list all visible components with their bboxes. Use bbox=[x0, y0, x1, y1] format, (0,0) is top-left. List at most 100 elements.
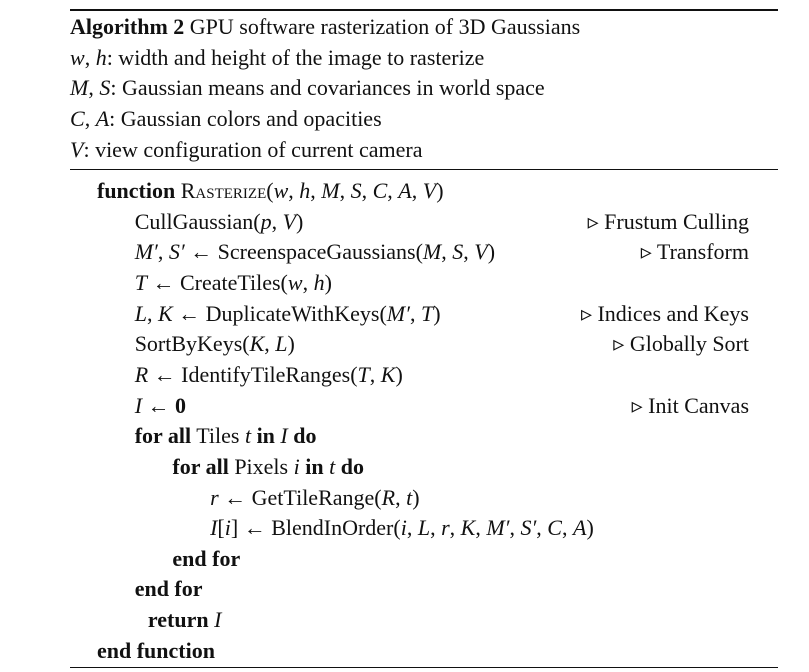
line-text: T ← CreateTiles(w, h) bbox=[135, 267, 332, 298]
text-fragment: , bbox=[84, 106, 96, 132]
math-variable: V bbox=[282, 208, 297, 234]
line-text: for all Tiles t in I do bbox=[135, 420, 317, 451]
text-fragment: ) bbox=[487, 239, 496, 265]
line-text: r ← GetTileRange(R, t) bbox=[210, 482, 419, 513]
algorithm-line: I ← 0 ▹ Init Canvas bbox=[0, 390, 809, 421]
math-variable: T bbox=[420, 300, 434, 326]
algorithm-line: for all Pixels i in t do bbox=[0, 451, 809, 482]
text-fragment: ) bbox=[586, 515, 594, 541]
algorithm-line: R ← IdentifyTileRanges(T, K) bbox=[0, 359, 809, 390]
math-variable: K bbox=[157, 300, 173, 326]
math-variable: A bbox=[572, 515, 587, 541]
text-fragment: , bbox=[88, 75, 100, 101]
math-variable: w bbox=[287, 269, 303, 295]
algorithm-comment: ▹ Frustum Culling bbox=[587, 208, 749, 234]
algorithm-caption: Algorithm 2 GPU software rasterization o… bbox=[0, 11, 809, 42]
algorithm-line: end for bbox=[0, 543, 809, 574]
math-variable: M′ bbox=[386, 300, 410, 326]
text-fragment: , bbox=[339, 178, 351, 203]
algorithm-line: return I bbox=[0, 604, 809, 635]
math-variable: I bbox=[134, 392, 143, 418]
math-variable: r bbox=[210, 484, 219, 510]
text-fragment: ← CreateTiles( bbox=[146, 269, 288, 295]
input-description: V: view configuration of current camera bbox=[0, 134, 809, 165]
algorithm-comment: ▹ Globally Sort bbox=[613, 331, 749, 357]
line-text: end for bbox=[135, 573, 203, 604]
math-variable: M bbox=[321, 178, 340, 203]
math-variable: i bbox=[400, 515, 407, 541]
math-variable: I bbox=[214, 607, 222, 633]
math-variable: i bbox=[293, 453, 300, 479]
keyword: do bbox=[340, 453, 364, 479]
math-variable: L bbox=[134, 300, 147, 326]
text-fragment: : width and height of the image to raste… bbox=[106, 44, 485, 70]
line-text: SortByKeys(K, L) bbox=[135, 328, 295, 359]
algorithm-line: end for bbox=[0, 573, 809, 604]
text-fragment: , bbox=[409, 300, 421, 326]
text-fragment: , bbox=[264, 331, 276, 357]
math-variable: V bbox=[474, 239, 488, 265]
text-fragment: , bbox=[536, 515, 548, 541]
line-text: return I bbox=[148, 604, 222, 635]
text-fragment: Tiles bbox=[191, 423, 245, 449]
text-fragment: , bbox=[509, 515, 521, 541]
algorithm-comment: ▹ Indices and Keys bbox=[580, 300, 749, 326]
text-fragment: ← bbox=[142, 392, 176, 418]
math-variable: C bbox=[372, 178, 388, 203]
math-variable: M′ bbox=[486, 515, 510, 541]
text-fragment: , bbox=[84, 44, 96, 70]
keyword: for all bbox=[172, 453, 229, 479]
keyword: return bbox=[147, 607, 209, 633]
text-fragment: , bbox=[157, 239, 169, 265]
math-variable: L bbox=[275, 331, 288, 357]
text-fragment: CullGaussian( bbox=[134, 208, 261, 234]
math-variable: L bbox=[417, 515, 431, 541]
text-fragment: , bbox=[463, 239, 475, 265]
line-text: Algorithm 2 GPU software rasterization o… bbox=[70, 11, 580, 42]
header-divider bbox=[70, 169, 778, 170]
text-fragment: , bbox=[449, 515, 461, 541]
math-variable: T bbox=[134, 269, 147, 295]
algorithm-line: M′, S′ ← ScreenspaceGaussians(M, S, V) ▹ … bbox=[0, 236, 809, 267]
math-variable: V bbox=[70, 136, 84, 162]
keyword: Algorithm 2 bbox=[70, 14, 185, 39]
text-fragment: GPU software rasterization of 3D Gaussia… bbox=[184, 14, 581, 39]
text-fragment: ← GetTileRange( bbox=[218, 484, 382, 510]
math-variable: i bbox=[224, 515, 231, 541]
math-variable: S bbox=[99, 75, 111, 101]
algorithm-line: T ← CreateTiles(w, h) bbox=[0, 267, 809, 298]
input-description: C, A: Gaussian colors and opacities bbox=[0, 103, 809, 134]
math-variable: K bbox=[460, 515, 476, 541]
keyword: end for bbox=[134, 576, 203, 602]
text-fragment: , bbox=[475, 515, 487, 541]
text-fragment: : Gaussian colors and opacities bbox=[109, 106, 382, 132]
algorithm-line: end function bbox=[0, 635, 809, 666]
keyword: 0 bbox=[175, 392, 187, 418]
math-variable: A bbox=[95, 106, 110, 132]
math-variable: h bbox=[95, 44, 107, 70]
text-fragment: ) bbox=[436, 178, 444, 203]
text-fragment: , bbox=[361, 178, 373, 203]
line-text: M′, S′ ← ScreenspaceGaussians(M, S, V) bbox=[135, 236, 495, 267]
line-text: L, K ← DuplicateWithKeys(M′, T) bbox=[135, 298, 441, 329]
line-text: end for bbox=[172, 543, 240, 574]
math-variable: C bbox=[547, 515, 562, 541]
text-fragment: SortByKeys( bbox=[134, 331, 250, 357]
keyword: for all bbox=[134, 423, 192, 449]
text-fragment: ) bbox=[324, 269, 332, 295]
math-variable: I bbox=[280, 423, 288, 449]
algorithm-line: CullGaussian(p, V) ▹ Frustum Culling bbox=[0, 206, 809, 237]
bottom-rule bbox=[70, 667, 778, 668]
math-variable: w bbox=[70, 44, 85, 70]
line-text: CullGaussian(p, V) bbox=[135, 206, 304, 237]
line-text: end function bbox=[97, 635, 215, 666]
text-fragment: Pixels bbox=[228, 453, 294, 479]
algorithm-comment: ▹ Init Canvas bbox=[631, 392, 749, 418]
keyword: end for bbox=[172, 545, 241, 571]
text-fragment: ← DuplicateWithKeys( bbox=[172, 300, 387, 326]
math-variable: r bbox=[441, 515, 450, 541]
line-text: w, h: width and height of the image to r… bbox=[70, 42, 484, 73]
algorithm-line: I[i] ← BlendInOrder(i, L, r, K, M′, S′, … bbox=[0, 512, 809, 543]
text-fragment: : Gaussian means and covariances in worl… bbox=[110, 75, 545, 101]
keyword: end function bbox=[97, 637, 215, 663]
